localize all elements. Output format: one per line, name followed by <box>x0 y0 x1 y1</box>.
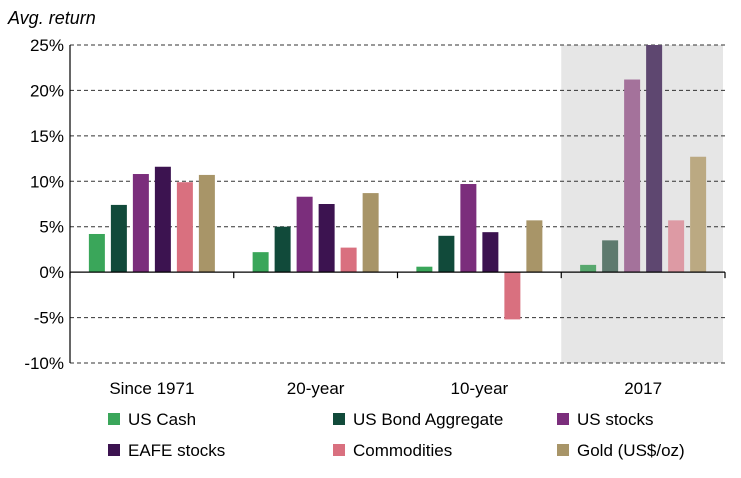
bar-gold-us-oz--2017 <box>690 156 707 273</box>
bar-chart: 25% 20% 15% 10% 5% 0% -5% -10% Avg. return Since … <box>7 8 726 398</box>
legend-item-us-stocks: US stocks <box>557 410 654 430</box>
legend-label: US stocks <box>577 410 654 429</box>
y-tick-label: -5% <box>34 309 64 328</box>
bar-eafe-stocks-since-1971 <box>154 166 171 273</box>
x-tick-label: Since 1971 <box>109 379 194 398</box>
bar-us-stocks-since-1971 <box>132 174 149 273</box>
legend-label: Gold (US$/oz) <box>577 441 685 460</box>
y-tick-label: 20% <box>30 81 64 100</box>
bar-us-bond-aggregate-2017 <box>602 240 619 273</box>
bar-gold-us-oz--10-year <box>526 220 543 273</box>
legend-item-us-bond-aggregate: US Bond Aggregate <box>333 410 503 430</box>
legend-item-eafe-stocks: EAFE stocks <box>108 441 225 461</box>
legend-swatch <box>108 412 120 425</box>
bar-us-cash-2017 <box>580 264 597 273</box>
bar-us-bond-aggregate-since-1971 <box>110 204 127 273</box>
bar-eafe-stocks-2017 <box>646 45 663 273</box>
bar-us-stocks-10-year <box>460 184 477 273</box>
legend-swatch <box>557 412 569 425</box>
x-tick-label: 20-year <box>287 379 345 398</box>
bar-us-cash-20-year <box>252 252 269 273</box>
bar-us-bond-aggregate-20-year <box>274 226 291 273</box>
legend-label: US Bond Aggregate <box>353 410 504 429</box>
legend-swatch <box>333 412 345 425</box>
y-axis-title: Avg. return <box>7 8 96 28</box>
bar-gold-us-oz--since-1971 <box>198 174 215 273</box>
bar-commodities-2017 <box>668 220 685 273</box>
legend-label: US Cash <box>128 410 197 429</box>
bar-us-cash-since-1971 <box>88 233 105 273</box>
bar-us-bond-aggregate-10-year <box>438 235 455 273</box>
bar-us-stocks-20-year <box>296 196 313 273</box>
y-tick-label: -10% <box>24 354 64 373</box>
legend-label: EAFE stocks <box>128 441 226 460</box>
legend-swatch <box>108 443 120 456</box>
y-tick-label: 5% <box>39 218 64 237</box>
y-tick-label: 15% <box>30 127 64 146</box>
legend-item-gold-us-oz-: Gold (US$/oz) <box>557 441 685 461</box>
bar-gold-us-oz--20-year <box>362 193 379 273</box>
bar-eafe-stocks-10-year <box>482 232 499 273</box>
legend-label: Commodities <box>353 441 453 460</box>
bar-us-stocks-2017 <box>624 79 641 273</box>
legend-swatch <box>557 443 569 456</box>
y-tick-label: 25% <box>30 36 64 55</box>
legend-item-us-cash: US Cash <box>108 410 196 430</box>
bar-commodities-since-1971 <box>176 182 193 273</box>
bar-commodities-20-year <box>340 247 357 273</box>
x-tick-label: 10-year <box>451 379 509 398</box>
x-tick-label: 2017 <box>624 379 662 398</box>
y-tick-label: 10% <box>30 172 64 191</box>
bar-us-cash-10-year <box>416 266 433 273</box>
legend-swatch <box>333 443 345 456</box>
y-tick-label: 0% <box>39 263 64 282</box>
bar-commodities-10-year <box>504 272 521 320</box>
bar-eafe-stocks-20-year <box>318 204 335 273</box>
legend-item-commodities: Commodities <box>333 441 452 461</box>
